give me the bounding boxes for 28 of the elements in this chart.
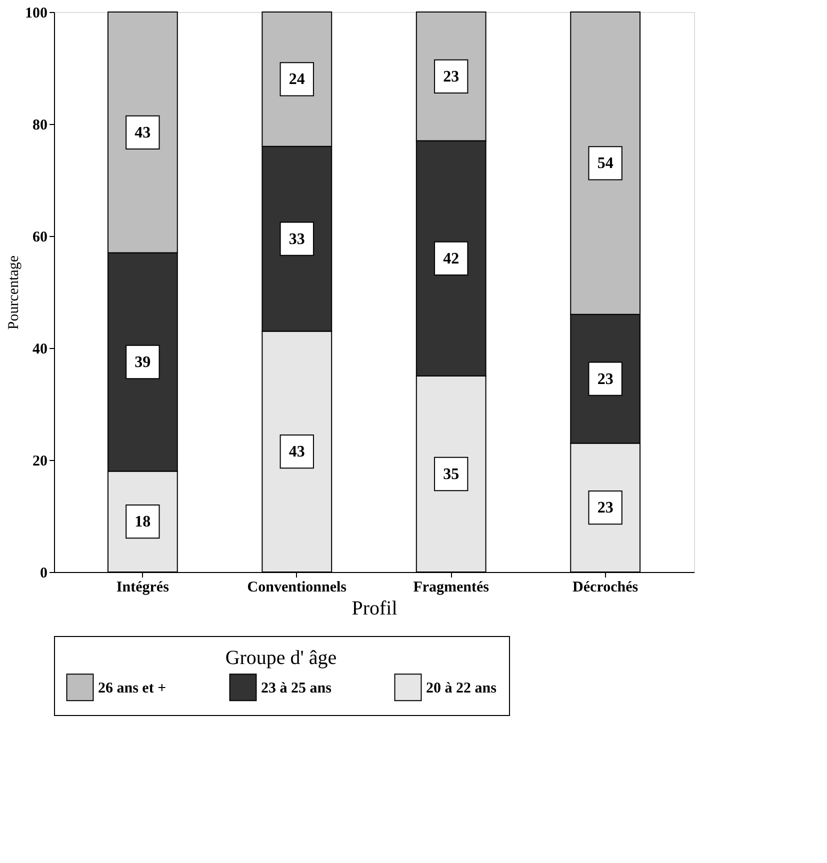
legend-label: 26 ans et + [98, 680, 166, 696]
legend-title: Groupe d' âge [225, 647, 337, 669]
data-label: 23 [597, 370, 614, 388]
data-label: 42 [443, 250, 460, 268]
data-label: 18 [134, 514, 151, 531]
data-label: 39 [134, 354, 151, 371]
data-label: 54 [597, 155, 614, 172]
x-tick-label: Décrochés [572, 580, 638, 596]
y-tick-label: 20 [32, 454, 48, 470]
y-axis-title: Pourcentage [6, 255, 22, 330]
x-axis-title: Profil [352, 598, 398, 620]
x-tick-label: Intégrés [116, 580, 170, 596]
data-label: 24 [288, 71, 305, 88]
x-tick-label: Conventionnels [247, 580, 347, 596]
y-tick-label: 80 [32, 118, 48, 134]
data-label: 33 [288, 230, 305, 248]
x-tick-label: Fragmentés [413, 580, 490, 596]
y-tick-label: 100 [25, 6, 48, 22]
data-label: 35 [443, 466, 460, 483]
y-tick-label: 40 [32, 342, 48, 358]
legend-label: 23 à 25 ans [261, 680, 332, 696]
y-tick-label: 60 [32, 230, 48, 246]
data-label: 23 [443, 68, 460, 86]
y-tick-label: 0 [40, 566, 48, 582]
data-label: 43 [288, 444, 305, 461]
data-label: 43 [134, 124, 151, 142]
legend-label: 20 à 22 ans [426, 680, 497, 696]
data-label: 23 [597, 500, 614, 517]
